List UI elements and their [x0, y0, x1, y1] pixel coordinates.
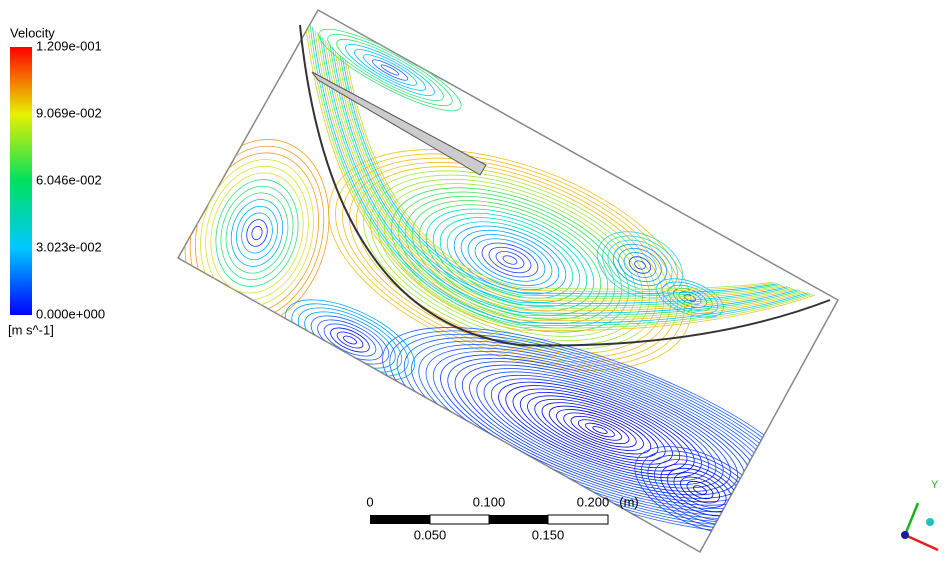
legend-label: 9.069e-002: [36, 105, 102, 120]
page: Velocity 1.209e-0019.069e-0026.046e-0023…: [0, 0, 947, 569]
scale-unit: (m): [619, 494, 639, 509]
scale-label: 0.050: [414, 527, 447, 542]
legend-unit: [m s^-1]: [8, 322, 54, 337]
legend-label: 3.023e-002: [36, 239, 102, 254]
scale-segment: [370, 515, 430, 524]
y-axis-arrow: [905, 503, 918, 535]
light-dot: [926, 518, 934, 526]
flow-domain: [165, 10, 840, 569]
legend-label: 0.000e+000: [36, 306, 105, 321]
axis-triad: Y: [901, 479, 939, 550]
z-axis-dot: [901, 531, 909, 539]
legend-label: 1.209e-001: [36, 38, 102, 53]
y-axis-label: Y: [931, 479, 939, 491]
scale-label: 0: [366, 494, 373, 509]
viewport: Velocity 1.209e-0019.069e-0026.046e-0023…: [0, 0, 947, 569]
scale-segment: [430, 515, 489, 524]
scale-label: 0.150: [532, 527, 565, 542]
scale-segment: [489, 515, 548, 524]
scale-segment: [548, 515, 608, 524]
domain-outline: [178, 10, 838, 552]
scale-label: 0.200: [577, 494, 610, 509]
scale-bar: 0 0.100 0.200 (m) 0.050 0.150: [366, 494, 638, 542]
scale-label: 0.100: [473, 494, 506, 509]
legend-label: 6.046e-002: [36, 172, 102, 187]
colorbar: [10, 47, 32, 315]
x-axis-arrow: [905, 535, 938, 550]
